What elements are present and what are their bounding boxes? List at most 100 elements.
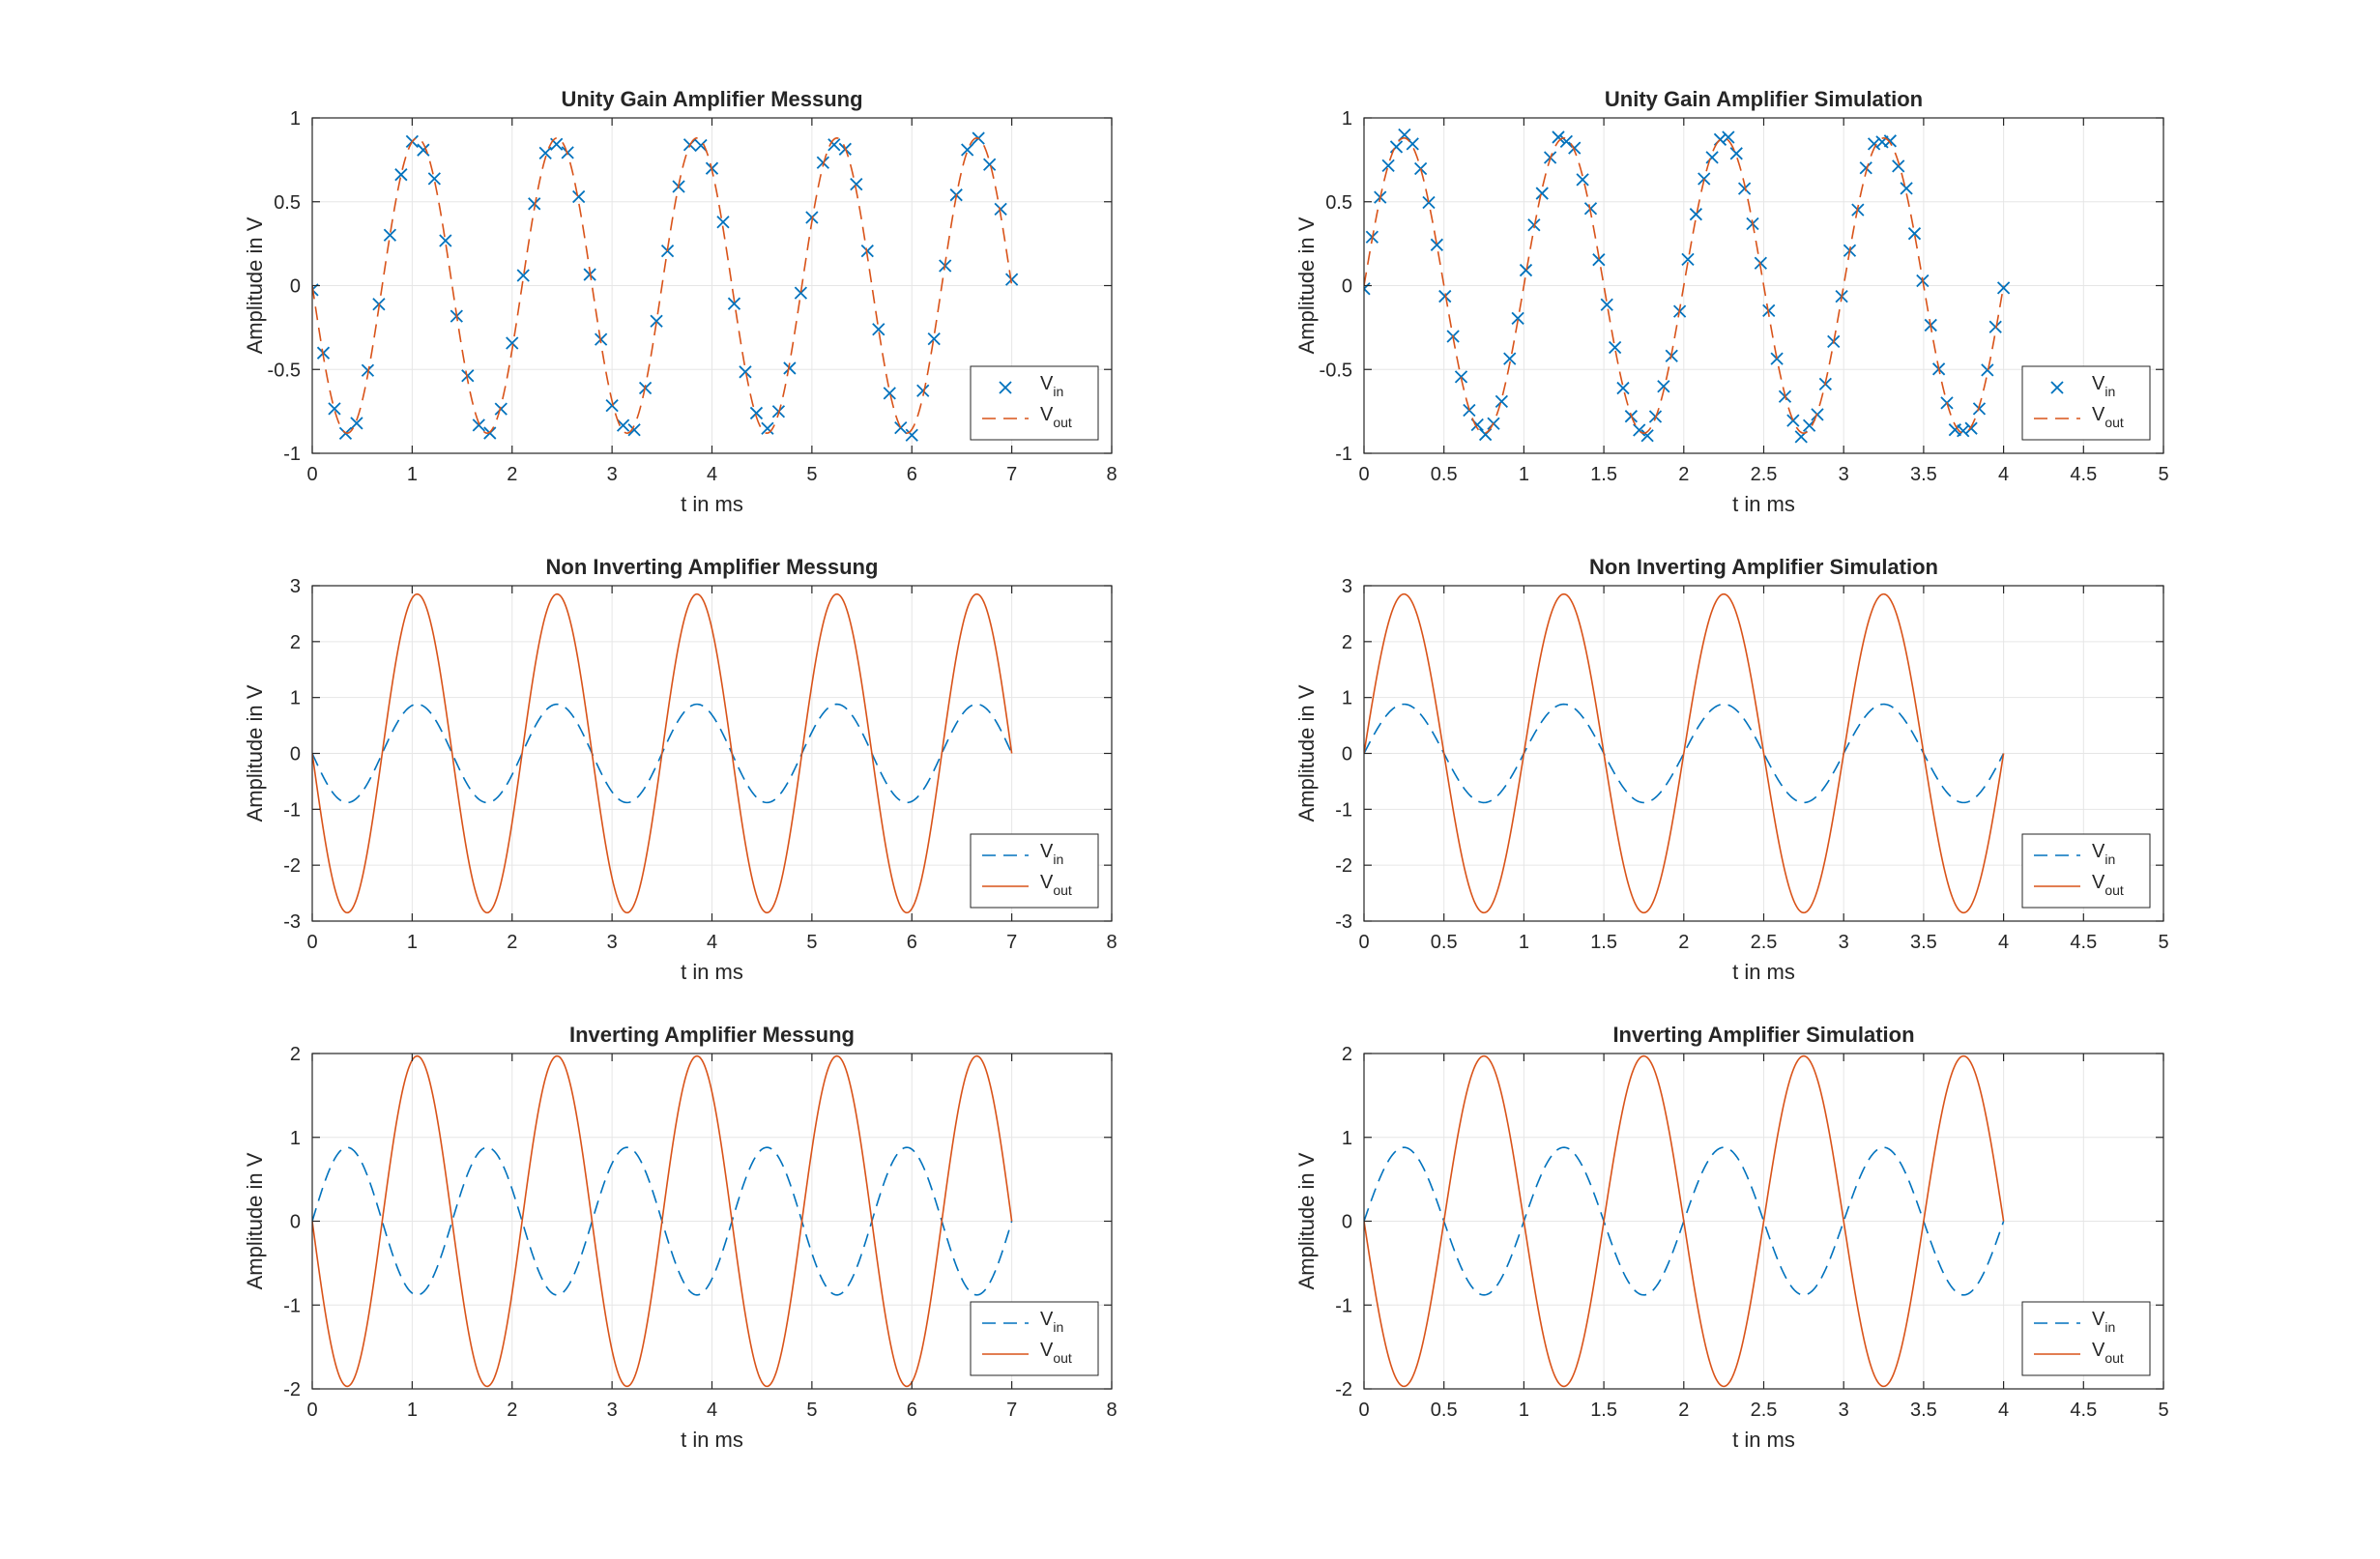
y-tick-label: -1 (1335, 799, 1352, 821)
data-point (1972, 402, 1987, 416)
data-point (749, 406, 764, 420)
data-point (1495, 394, 1509, 409)
x-tick-label: 1 (1519, 1400, 1529, 1421)
data-point (1907, 227, 1922, 241)
x-tick-label: 3 (1839, 1400, 1849, 1421)
data-point (1004, 273, 1019, 286)
y-tick-label: 1 (290, 1128, 301, 1149)
legend-box (2021, 1301, 2151, 1376)
legend-marker (999, 381, 1012, 394)
data-point (716, 216, 730, 229)
chart-title: Unity Gain Amplifier Simulation (1605, 87, 1923, 111)
x-tick-label: 5 (2158, 464, 2168, 485)
data-point (1583, 202, 1598, 216)
data-point (1867, 137, 1881, 151)
chart-title: Non Inverting Amplifier Simulation (1589, 555, 1938, 579)
y-tick-label: -2 (283, 1379, 301, 1400)
x-tick-label: 7 (1006, 932, 1017, 953)
x-tick-label: 1 (1519, 464, 1529, 485)
data-point (916, 384, 930, 397)
data-point (816, 156, 829, 169)
y-tick-label: -2 (1335, 855, 1352, 877)
series-vout-line (1364, 1054, 2005, 1388)
x-tick-label: 3.5 (1910, 464, 1937, 485)
y-tick-label: 3 (1342, 576, 1352, 597)
legend-subscript: out (2104, 415, 2124, 430)
data-point (1576, 173, 1589, 187)
legend-subscript: out (2104, 1350, 2124, 1366)
legend-subscript: out (2104, 882, 2124, 898)
y-axis-label: Amplitude in V (1294, 1152, 1319, 1289)
y-tick-label: 0 (290, 276, 301, 298)
data-point (1786, 414, 1800, 427)
y-tick-label: 1 (1342, 688, 1352, 709)
data-point (1900, 182, 1913, 195)
data-point (427, 172, 441, 186)
legend-subscript: in (2104, 384, 2115, 399)
y-tick-label: 2 (290, 1044, 301, 1065)
data-point (439, 234, 452, 247)
y-tick-label: 0 (1342, 276, 1352, 298)
legend-subscript: in (1053, 852, 1063, 867)
legend-subscript: out (1053, 882, 1072, 898)
data-point (1681, 252, 1695, 267)
data-point (1883, 134, 1897, 148)
x-tick-label: 4 (707, 932, 717, 953)
x-tick-label: 8 (1106, 1400, 1117, 1421)
legend-subscript: out (1053, 415, 1072, 430)
legend-box (970, 833, 1099, 909)
data-point (1859, 161, 1872, 175)
x-tick-label: 1.5 (1590, 932, 1617, 953)
x-tick-label: 3 (607, 932, 618, 953)
x-tick-label: 5 (806, 932, 817, 953)
data-point (1964, 421, 1978, 435)
data-point (1364, 282, 1371, 296)
x-tick-label: 3.5 (1910, 932, 1937, 953)
x-tick-label: 5 (2158, 1400, 2168, 1421)
x-tick-label: 0.5 (1431, 464, 1458, 485)
x-tick-label: 5 (806, 464, 817, 485)
data-point (1430, 238, 1444, 251)
data-point (883, 387, 896, 400)
y-tick-label: -1 (283, 799, 301, 821)
data-point (1657, 380, 1670, 393)
x-tick-label: 3 (1839, 932, 1849, 953)
y-tick-label: -1 (1335, 1295, 1352, 1316)
series-vout-line (312, 592, 1013, 914)
data-point (872, 323, 885, 336)
x-tick-label: 0 (306, 932, 317, 953)
x-tick-label: 3 (607, 464, 618, 485)
data-point (1503, 352, 1517, 365)
y-tick-label: 1 (1342, 108, 1352, 130)
y-tick-label: -2 (1335, 1379, 1352, 1400)
legend-subscript: in (2104, 852, 2115, 867)
y-tick-label: -0.5 (268, 360, 301, 381)
data-point (761, 421, 774, 435)
data-point (905, 428, 918, 442)
data-point (1389, 140, 1404, 154)
y-tick-label: -1 (283, 444, 301, 465)
y-tick-label: 0 (290, 744, 301, 765)
data-point (1640, 429, 1654, 443)
x-tick-label: 6 (907, 464, 917, 485)
chart-title: Inverting Amplifier Simulation (1612, 1023, 1914, 1047)
x-axis-label: t in ms (1732, 492, 1795, 516)
x-tick-label: 2.5 (1751, 464, 1778, 485)
y-tick-label: -1 (1335, 444, 1352, 465)
x-tick-label: 2 (1678, 1400, 1689, 1421)
x-tick-label: 0.5 (1431, 932, 1458, 953)
data-point (506, 336, 519, 350)
y-axis-label: Amplitude in V (243, 217, 267, 354)
x-tick-label: 3 (1839, 464, 1849, 485)
series-vout-line (1364, 137, 2005, 434)
x-axis-label: t in ms (681, 492, 743, 516)
y-tick-label: 0 (1342, 1212, 1352, 1233)
x-tick-label: 7 (1006, 1400, 1017, 1421)
data-point (1729, 147, 1743, 160)
x-tick-label: 1 (1519, 932, 1529, 953)
series-vout-line (312, 1054, 1013, 1388)
y-tick-label: -3 (1335, 911, 1352, 933)
